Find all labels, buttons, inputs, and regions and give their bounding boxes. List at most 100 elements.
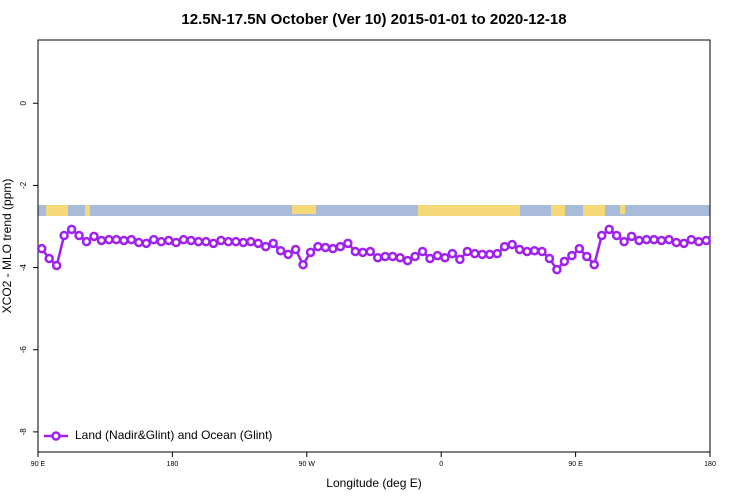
point (544, 253, 555, 264)
point (313, 241, 323, 252)
x-tick-label: 90 E (31, 461, 46, 468)
point (141, 238, 152, 249)
y-tick-label: -4 (19, 263, 28, 271)
point (111, 234, 122, 245)
land-patch (46, 205, 68, 216)
point (81, 236, 92, 247)
ocean-strip (38, 205, 710, 216)
point (380, 251, 390, 262)
point (679, 238, 689, 249)
point (119, 235, 129, 246)
point (350, 246, 361, 257)
land-patch (620, 205, 625, 214)
point (664, 234, 674, 245)
point (260, 241, 271, 252)
point (455, 254, 465, 265)
point (59, 230, 69, 241)
point (410, 251, 420, 262)
point (514, 244, 525, 255)
point (425, 253, 435, 264)
point (193, 236, 204, 247)
point (589, 259, 600, 270)
x-tick-label: 90 E (568, 461, 583, 468)
y-tick-label: -8 (19, 428, 28, 436)
legend-label: Land (Nadir&Glint) and Ocean (Glint) (75, 428, 272, 442)
point (432, 250, 443, 261)
point (440, 252, 450, 263)
point (163, 235, 174, 246)
point (470, 248, 480, 259)
point (343, 238, 353, 249)
point (305, 247, 316, 258)
point (537, 246, 547, 257)
land-patch (418, 205, 520, 216)
land-patch (583, 205, 605, 216)
point (223, 236, 234, 247)
point (686, 234, 697, 245)
x-tick-label: 0 (439, 461, 443, 468)
point (171, 237, 181, 248)
x-tick-label: 90 W (299, 461, 316, 468)
point (634, 235, 644, 246)
point (358, 247, 368, 258)
point (641, 234, 652, 245)
y-axis-label: XCO2 - MLO trend (ppm) (0, 179, 14, 314)
point (246, 236, 256, 247)
point (619, 236, 629, 247)
point (507, 239, 517, 250)
point (186, 235, 196, 246)
point (372, 252, 383, 263)
point (671, 237, 682, 248)
land-patch (292, 205, 316, 214)
x-tick-label: 180 (704, 461, 716, 468)
point (492, 248, 502, 259)
point (559, 256, 570, 267)
point (701, 235, 712, 246)
point (320, 242, 331, 253)
point (74, 230, 84, 241)
point (44, 253, 54, 264)
point (134, 237, 144, 248)
point (649, 234, 659, 245)
point (148, 234, 159, 245)
point (216, 235, 226, 246)
point (89, 231, 99, 242)
point (529, 245, 540, 256)
point (283, 249, 293, 260)
point (238, 237, 249, 248)
point (417, 246, 428, 257)
point (66, 224, 77, 235)
point (596, 230, 607, 241)
point (201, 236, 211, 247)
land-mask (38, 205, 710, 216)
point (275, 245, 286, 256)
point (656, 235, 667, 246)
point (156, 236, 166, 247)
x-tick-label: 180 (167, 461, 179, 468)
point (335, 241, 346, 252)
point (36, 243, 47, 254)
y-tick-label: -6 (19, 346, 28, 354)
point (126, 234, 137, 245)
point (447, 248, 458, 259)
point (51, 260, 62, 271)
point (298, 259, 308, 270)
point (387, 251, 398, 262)
point (268, 238, 278, 249)
point (365, 246, 376, 257)
land-patch (85, 205, 90, 216)
chart-title: 12.5N-17.5N October (Ver 10) 2015-01-01 … (181, 11, 566, 28)
point (499, 241, 510, 252)
point (462, 246, 473, 257)
point (604, 224, 614, 235)
land-patch (551, 205, 565, 216)
y-tick-label: -2 (19, 181, 28, 189)
point (484, 249, 495, 260)
point (253, 238, 264, 249)
point (611, 230, 622, 241)
point (104, 234, 114, 245)
point (290, 244, 301, 255)
point (402, 255, 413, 266)
point (574, 243, 585, 254)
